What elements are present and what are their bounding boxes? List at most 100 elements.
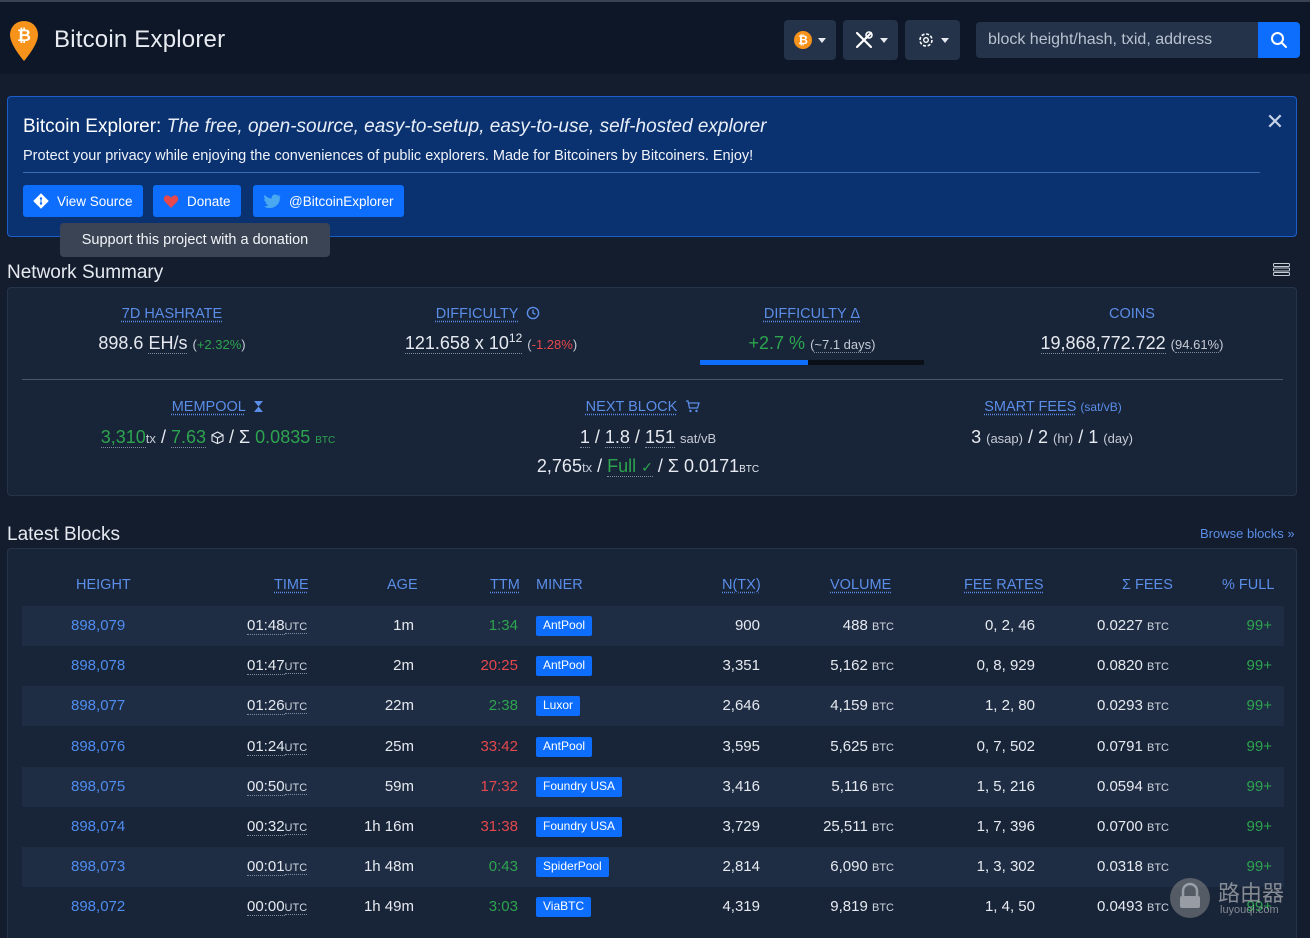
col-fee-rates[interactable]: FEE RATES [964,577,1044,593]
browse-blocks-link[interactable]: Browse blocks » [1200,526,1295,541]
difficulty-delta-label[interactable]: DIFFICULTY Δ [763,306,861,322]
difficulty-delta-value: +2.7 % (~7.1 days) [748,333,876,353]
table-row: 898,077 01:26UTC 22m 2:38 Luxor 2,646 4,159 BT… [22,686,1284,727]
table-row: 898,072 00:00UTC 1h 49m 3:03 ViaBTC 4,319 9,81… [22,887,1284,927]
block-height-link[interactable]: 898,075 [71,777,126,795]
block-volume: 6,090 BTC [830,858,894,876]
banner-title: Bitcoin Explorer: The free, open-source,… [23,116,766,138]
bitcoin-logo-icon[interactable]: ₿ [8,19,40,63]
list-view-icon[interactable] [1273,263,1290,276]
block-ttm: 17:32 [480,777,518,795]
block-fee-rates: 0, 2, 46 [984,617,1035,634]
block-full: 99+ [1246,617,1272,634]
git-icon [33,193,49,209]
miner-badge[interactable]: AntPool [536,736,593,757]
difficulty-label[interactable]: DIFFICULTY [418,306,558,322]
bitcoin-icon: ₿ [794,31,812,49]
block-full: 99+ [1246,858,1272,876]
block-full: 99+ [1246,818,1272,835]
chevron-down-icon [940,37,949,43]
col-ttm[interactable]: TTM [490,577,520,593]
block-height-link[interactable]: 898,072 [71,898,126,916]
block-fee-rates: 1, 3, 302 [976,858,1035,876]
block-full: 99+ [1246,898,1272,916]
twitter-button[interactable]: @BitcoinExplorer [253,185,404,217]
tools-dropdown[interactable] [843,20,898,60]
block-fees: 0.0700 BTC [1096,818,1169,835]
twitter-icon [263,193,281,208]
miner-badge[interactable]: SpiderPool [536,857,609,878]
block-ntx: 3,729 [722,818,760,835]
block-volume: 4,159 BTC [830,697,894,715]
network-summary-panel: 7D HASHRATE 898.6 EH/s (+2.32%) DIFFICUL… [7,287,1297,496]
miner-badge[interactable]: Foundry USA [536,817,623,837]
next-block-label[interactable]: NEXT BLOCK [568,399,718,415]
table-row: 898,073 00:01UTC 1h 48m 0:43 SpiderPool 2,814… [22,847,1284,888]
block-time: 00:32UTC [247,818,308,836]
miner-badge[interactable]: ViaBTC [536,897,592,918]
miner-badge[interactable]: Luxor [536,696,581,717]
watermark-cn: 路由器 [1218,882,1285,907]
block-volume: 5,116 BTC [831,777,894,795]
table-row: 898,075 00:50UTC 59m 17:32 Foundry USA 3,416 5… [22,766,1284,807]
cube-icon [211,431,224,445]
block-time: 01:26UTC [247,697,308,716]
col-miner: MINER [536,577,583,593]
block-fees: 0.0791 BTC [1096,737,1169,755]
watermark: 路由器 luyouqi.com [1168,874,1298,922]
router-logo-icon [1170,878,1210,918]
block-height-link[interactable]: 898,079 [71,617,126,634]
block-fee-rates: 1, 4, 50 [984,898,1035,916]
block-height-link[interactable]: 898,073 [71,858,126,876]
block-fee-rates: 0, 7, 502 [976,737,1035,755]
col-volume[interactable]: VOLUME [830,577,892,593]
smart-fees-label[interactable]: SMART FEES (sat/vB) [984,399,1122,415]
search-input[interactable]: block height/hash, txid, address [976,22,1258,58]
block-fees: 0.0493 BTC [1096,898,1169,916]
miner-badge[interactable]: Foundry USA [536,776,623,797]
donate-label: Donate [187,193,231,209]
block-ntx: 3,595 [722,737,760,755]
donate-button[interactable]: Donate [153,185,241,217]
app-title[interactable]: Bitcoin Explorer [54,26,226,53]
block-ttm: 20:25 [480,657,518,675]
block-age: 1h 16m [363,818,414,835]
network-summary-heading: Network Summary [7,262,164,283]
hashrate-value: 898.6 EH/s (+2.32%) [98,333,246,354]
col-ntx[interactable]: N(TX) [722,577,761,593]
view-source-button[interactable]: View Source [23,185,143,217]
hashrate-label[interactable]: 7D HASHRATE [121,306,223,322]
block-age: 59m [384,777,414,795]
block-height-link[interactable]: 898,077 [71,697,126,715]
watermark-latin: luyouqi.com [1220,904,1279,916]
block-height-link[interactable]: 898,078 [71,657,126,675]
latest-blocks-heading: Latest Blocks [7,524,120,545]
block-age: 1m [393,617,414,634]
block-volume: 9,819 BTC [830,898,894,916]
settings-dropdown[interactable] [905,20,960,60]
search-icon [1271,32,1287,48]
banner-title-italic: The free, open-source, easy-to-setup, ea… [166,116,767,137]
coins-label[interactable]: COINS [1109,306,1155,322]
block-height-link[interactable]: 898,074 [71,818,126,835]
col-time[interactable]: TIME [274,577,309,593]
table-row: 898,078 01:47UTC 2m 20:25 AntPool 3,351 5,162 … [22,646,1284,686]
block-ttm: 3:03 [488,898,518,916]
search-button[interactable] [1258,22,1300,58]
miner-badge[interactable]: AntPool [536,656,593,677]
mempool-label[interactable]: MEMPOOL [148,399,288,415]
block-volume: 5,625 BTC [830,737,894,755]
currency-dropdown[interactable]: ₿ [784,20,836,60]
next-block-fee-range: 1 / 1.8 / 151 sat/vB [579,427,717,448]
block-height-link[interactable]: 898,076 [71,737,126,755]
block-ttm: 2:38 [488,697,518,715]
col-fees: Σ FEES [1122,577,1173,593]
col-age: AGE [387,577,418,593]
block-volume: 5,162 BTC [830,657,894,675]
close-icon[interactable]: ✕ [1265,109,1285,134]
view-source-label: View Source [57,193,133,209]
difficulty-progress-bar [700,360,924,365]
twitter-label: @BitcoinExplorer [289,193,394,209]
miner-badge[interactable]: AntPool [536,616,593,636]
col-full: % FULL [1222,577,1275,593]
